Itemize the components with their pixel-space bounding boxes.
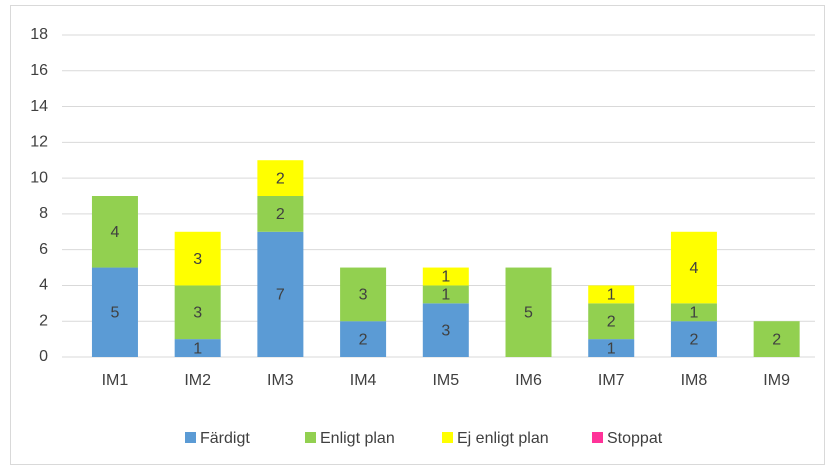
y-tick-label: 6 bbox=[39, 241, 48, 258]
y-tick-label: 14 bbox=[30, 98, 48, 115]
bar-segment bbox=[174, 339, 221, 357]
data-label: 3 bbox=[359, 287, 368, 304]
x-tick-label: IM9 bbox=[763, 372, 790, 389]
bar-segment bbox=[174, 285, 221, 340]
data-label: 1 bbox=[607, 340, 616, 357]
bar-segment bbox=[422, 303, 469, 357]
data-label: 7 bbox=[276, 287, 285, 304]
bar-segment bbox=[422, 285, 469, 304]
y-tick-label: 12 bbox=[30, 134, 48, 151]
data-label: 4 bbox=[689, 260, 698, 277]
x-tick-label: IM3 bbox=[267, 372, 294, 389]
bar-segment bbox=[753, 321, 800, 357]
bar-segment bbox=[670, 231, 717, 304]
bar-segment bbox=[670, 321, 717, 357]
data-label: 2 bbox=[772, 331, 781, 348]
bar-segment bbox=[588, 303, 635, 340]
y-tick-label: 4 bbox=[39, 277, 48, 294]
bar-segment bbox=[91, 196, 138, 268]
y-tick-label: 0 bbox=[39, 348, 48, 365]
bar-segment bbox=[174, 231, 221, 286]
data-label: 5 bbox=[111, 304, 120, 321]
data-label: 3 bbox=[441, 322, 450, 339]
bar-segment bbox=[422, 267, 469, 286]
y-tick-label: 2 bbox=[39, 312, 48, 329]
x-tick-label: IM4 bbox=[350, 372, 377, 389]
data-label: 3 bbox=[193, 304, 202, 321]
data-label: 2 bbox=[607, 313, 616, 330]
data-label: 2 bbox=[276, 206, 285, 223]
bar-segment bbox=[670, 303, 717, 322]
bar-segment bbox=[340, 321, 387, 357]
bar-segment bbox=[257, 231, 304, 357]
x-tick-label: IM5 bbox=[432, 372, 459, 389]
x-tick-label: IM8 bbox=[681, 372, 708, 389]
data-label: 2 bbox=[689, 331, 698, 348]
legend-label: Stoppat bbox=[607, 430, 663, 447]
legend-label: Färdigt bbox=[200, 430, 250, 447]
data-label: 2 bbox=[276, 170, 285, 187]
data-label: 1 bbox=[441, 287, 450, 304]
legend-swatch bbox=[442, 432, 453, 443]
bar-segment bbox=[257, 160, 304, 196]
x-tick-label: IM2 bbox=[184, 372, 211, 389]
bar-segment bbox=[588, 339, 635, 357]
y-tick-label: 16 bbox=[30, 62, 48, 79]
x-tick-label: IM1 bbox=[102, 372, 129, 389]
x-tick-label: IM6 bbox=[515, 372, 542, 389]
y-tick-label: 10 bbox=[30, 169, 48, 186]
data-label: 4 bbox=[111, 224, 120, 241]
legend-swatch bbox=[305, 432, 316, 443]
legend-swatch bbox=[592, 432, 603, 443]
bar-segment bbox=[505, 267, 552, 357]
data-label: 1 bbox=[193, 340, 202, 357]
legend-label: Ej enligt plan bbox=[457, 430, 549, 447]
y-tick-label: 8 bbox=[39, 205, 48, 222]
bar-segment bbox=[91, 267, 138, 357]
bar-segment bbox=[588, 285, 635, 304]
bar-segment bbox=[257, 196, 304, 232]
data-label: 2 bbox=[359, 331, 368, 348]
legend-label: Enligt plan bbox=[320, 430, 395, 447]
data-label: 3 bbox=[193, 251, 202, 268]
data-label: 1 bbox=[441, 269, 450, 286]
data-label: 5 bbox=[524, 304, 533, 321]
legend-swatch bbox=[185, 432, 196, 443]
data-label: 1 bbox=[689, 304, 698, 321]
bar-segment bbox=[340, 267, 387, 322]
data-label: 1 bbox=[607, 287, 616, 304]
y-tick-label: 18 bbox=[30, 26, 48, 43]
x-tick-label: IM7 bbox=[598, 372, 625, 389]
